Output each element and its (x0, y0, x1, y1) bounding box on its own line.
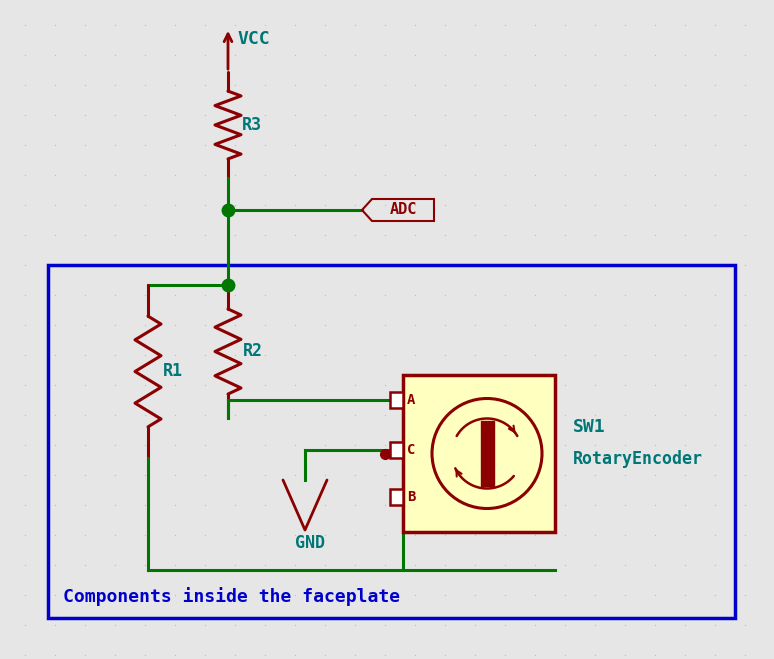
Bar (403, 375, 555, 532)
Bar (390, 442, 403, 458)
Text: R3: R3 (242, 116, 262, 134)
Bar (390, 392, 403, 408)
Text: A: A (407, 393, 416, 407)
Text: VCC: VCC (238, 30, 271, 48)
Text: RotaryEncoder: RotaryEncoder (573, 449, 703, 467)
Text: Components inside the faceplate: Components inside the faceplate (63, 587, 400, 606)
Bar (390, 489, 403, 505)
Text: B: B (407, 490, 416, 504)
Text: ADC: ADC (389, 202, 416, 217)
Text: SW1: SW1 (573, 418, 605, 436)
Text: R2: R2 (243, 343, 263, 360)
Text: C: C (407, 443, 416, 457)
Bar (481, 421, 494, 486)
Text: R1: R1 (163, 362, 183, 380)
Text: GND: GND (295, 534, 325, 552)
Bar (48, 265, 735, 618)
